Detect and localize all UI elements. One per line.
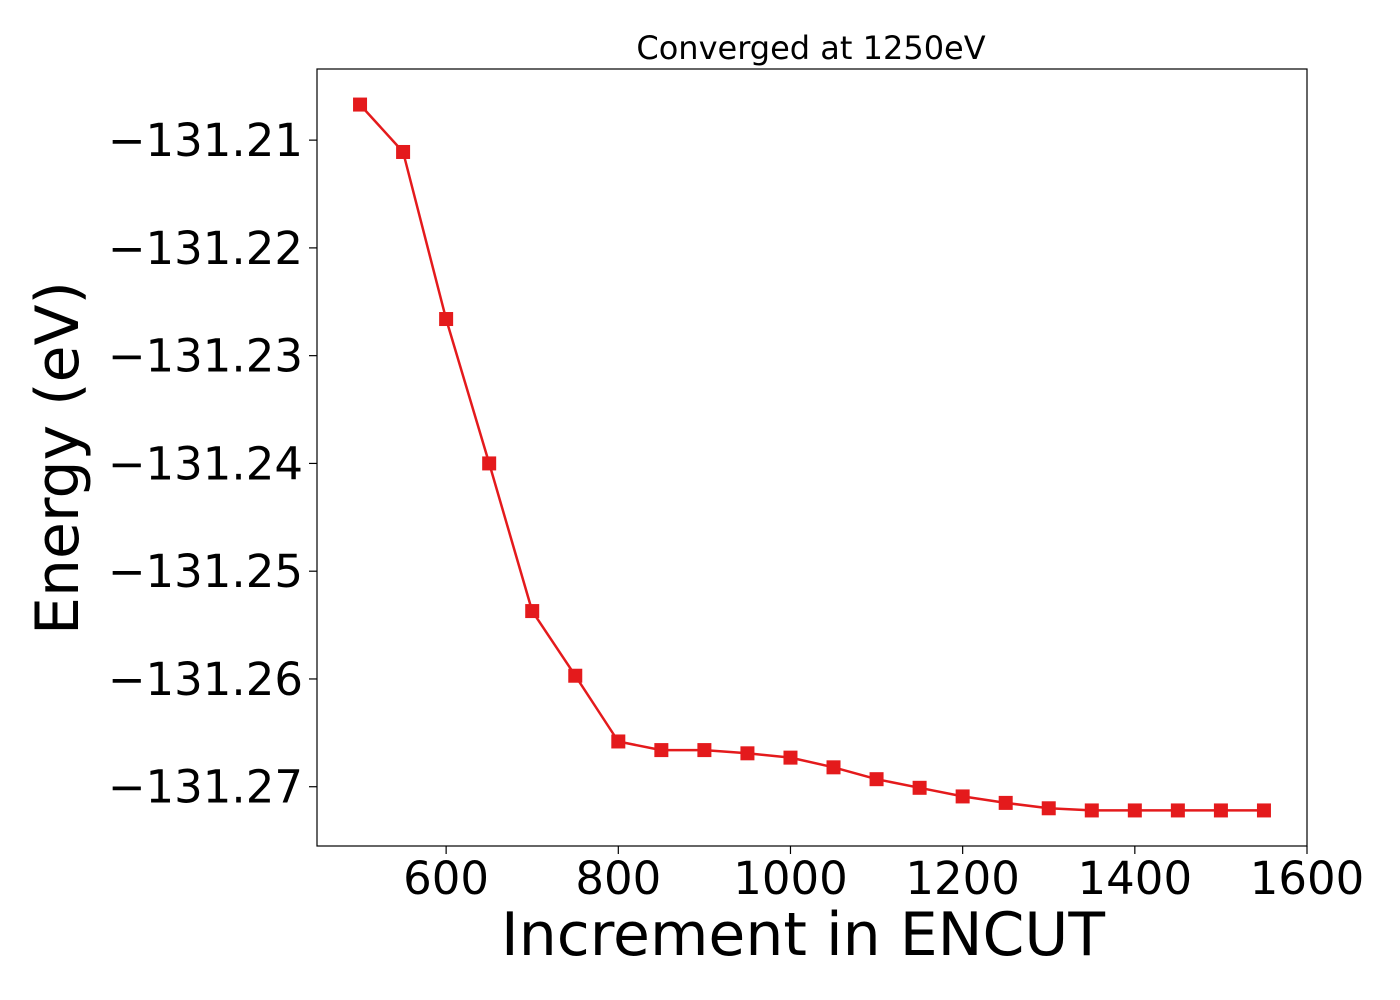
data-point bbox=[1084, 803, 1099, 818]
data-point bbox=[869, 772, 884, 787]
data-point bbox=[912, 780, 927, 795]
data-point bbox=[1041, 801, 1056, 816]
y-tick-label: −131.22 bbox=[108, 222, 303, 275]
data-point bbox=[396, 144, 411, 159]
y-tick-label: −131.25 bbox=[108, 545, 303, 598]
chart-title: Converged at 1250eV bbox=[636, 29, 985, 67]
data-point bbox=[482, 456, 497, 471]
y-tick-label: −131.27 bbox=[108, 761, 303, 814]
data-point bbox=[740, 746, 755, 761]
data-point bbox=[955, 789, 970, 804]
y-axis-label: Energy (eV) bbox=[23, 281, 93, 635]
data-point bbox=[1213, 803, 1228, 818]
x-tick-label: 800 bbox=[575, 852, 661, 905]
data-point bbox=[654, 743, 669, 758]
data-point bbox=[611, 734, 626, 749]
data-point bbox=[525, 604, 540, 619]
data-point bbox=[1256, 803, 1271, 818]
data-point bbox=[783, 750, 798, 765]
data-point bbox=[697, 743, 712, 758]
x-tick-label: 1600 bbox=[1250, 852, 1365, 905]
plot-frame bbox=[316, 68, 1308, 847]
y-tick-label: −131.26 bbox=[108, 653, 303, 706]
series-line bbox=[359, 103, 1264, 812]
data-point bbox=[826, 760, 841, 775]
y-tick-label: −131.24 bbox=[108, 437, 303, 490]
ticks: 600 800 1000 1200 1400 1600 −131.21 −131.22 −131… bbox=[108, 114, 1364, 905]
x-tick-label: 600 bbox=[403, 852, 489, 905]
x-tick-label: 1200 bbox=[905, 852, 1020, 905]
x-tick-label: 1400 bbox=[1078, 852, 1193, 905]
data-point bbox=[1127, 803, 1142, 818]
data-point bbox=[568, 668, 583, 683]
data-point bbox=[1170, 803, 1185, 818]
data-point bbox=[353, 97, 368, 112]
data-point bbox=[998, 795, 1013, 810]
series bbox=[353, 97, 1271, 818]
x-axis-label: Increment in ENCUT bbox=[501, 900, 1105, 970]
x-tick-label: 1000 bbox=[733, 852, 848, 905]
y-tick-label: −131.21 bbox=[108, 114, 303, 167]
y-tick-label: −131.23 bbox=[108, 330, 303, 383]
data-point bbox=[439, 312, 454, 327]
